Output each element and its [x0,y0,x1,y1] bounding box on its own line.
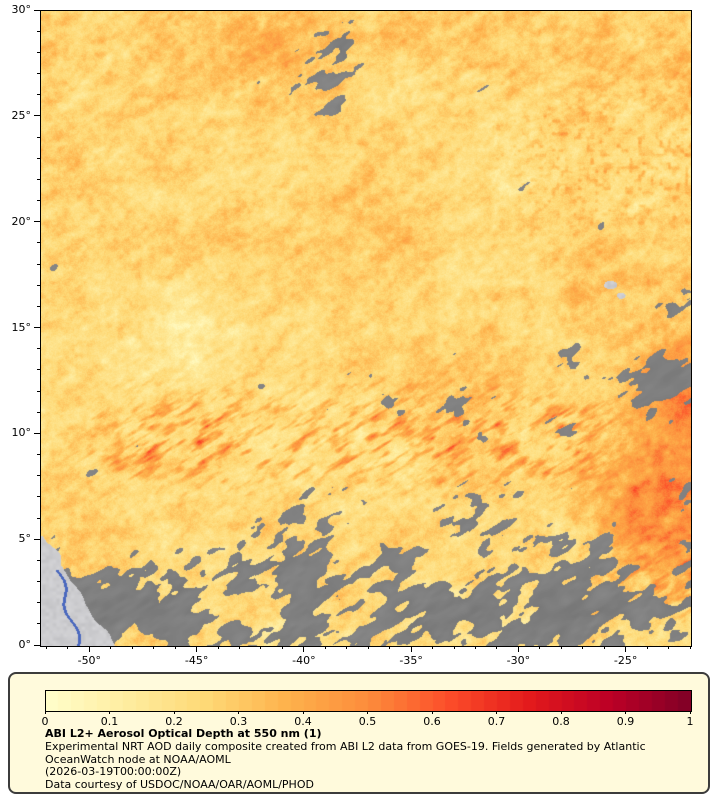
colorbar-tick [173,711,175,714]
colorbar-tick [431,711,433,714]
x-tick-label: -40° [292,654,316,667]
legend-panel: ABI L2+ Aerosol Optical Depth at 550 nm … [8,672,710,794]
aod-map-canvas [41,11,691,646]
y-tick-label: 10° [11,426,32,440]
caption: ABI L2+ Aerosol Optical Depth at 550 nm … [45,727,646,792]
y-tick-label: 0° [18,638,32,651]
map-plot-frame [40,10,692,647]
y-tick-label: 25° [11,108,32,122]
colorbar-tick [44,711,46,714]
colorbar-tick-label: 0.2 [165,715,183,728]
colorbar-tick-label: 0.6 [423,715,441,728]
colorbar-tick-label: 0.9 [616,715,635,728]
colorbar-tick [496,711,497,714]
colorbar [45,690,692,712]
y-tick-label: 5° [18,532,32,546]
colorbar-tick-label: 0 [41,715,49,728]
x-tick-label: -25° [613,654,638,667]
y-tick-label: 30° [11,3,32,16]
x-tick-label: -30° [506,654,531,667]
colorbar-tick [302,711,304,714]
colorbar-tick-label: 1 [686,715,694,728]
caption-line: Experimental NRT AOD daily composite cre… [45,739,646,753]
colorbar-tick [238,711,239,714]
colorbar-tick [109,711,110,714]
colorbar-tick [560,711,562,714]
y-tick-label: 15° [11,320,32,334]
colorbar-tick [625,711,626,714]
colorbar-tick [689,711,691,714]
colorbar-tick-label: 0.3 [229,715,248,728]
caption-line: (2026-03-19T00:00:00Z) [45,765,182,779]
y-tick-label: 20° [11,214,32,228]
colorbar-tick [367,711,368,714]
colorbar-tick-label: 0.8 [552,715,570,728]
caption-line: OceanWatch node at NOAA/AOML [45,752,231,766]
x-tick-label: -45° [184,654,209,667]
x-tick-label: -50° [77,654,102,667]
legend-panel-inner: ABI L2+ Aerosol Optical Depth at 550 nm … [10,674,708,792]
caption-title: ABI L2+ Aerosol Optical Depth at 550 nm … [45,727,322,740]
colorbar-tick-label: 0.4 [294,715,312,728]
caption-line: Data courtesy of USDOC/NOAA/OAR/AOML/PHO… [45,778,314,792]
x-tick-label: -35° [399,654,423,667]
colorbar-tick-label: 0.1 [100,715,119,728]
colorbar-tick-label: 0.5 [358,715,377,728]
colorbar-tick-label: 0.7 [487,715,506,728]
